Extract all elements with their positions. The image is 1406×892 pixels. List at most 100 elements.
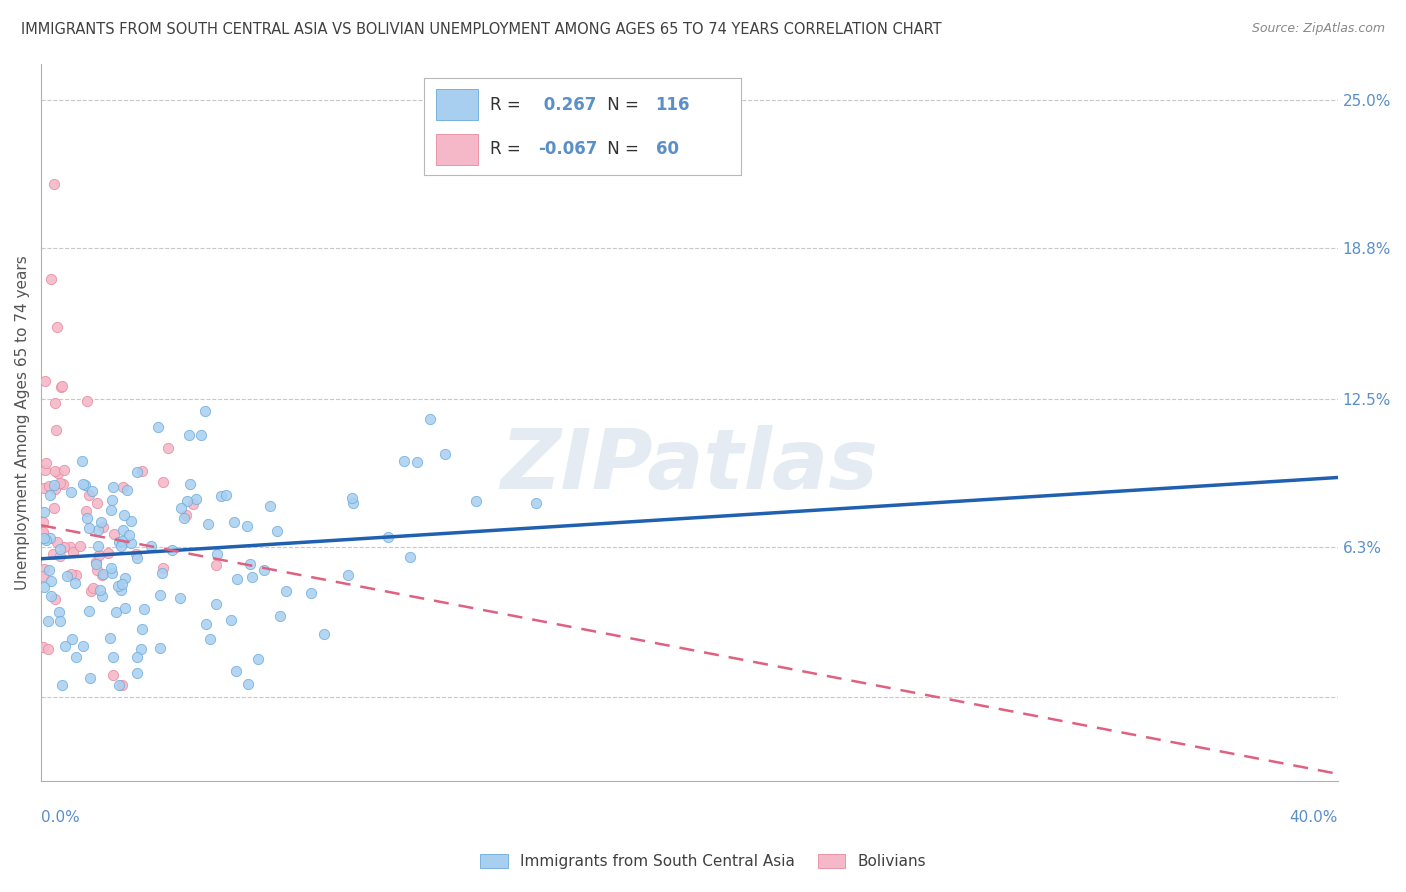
Point	[184, 491, 207, 506]
Point	[111, 523, 134, 537]
Point	[80, 584, 103, 599]
Point	[433, 447, 456, 461]
Point	[112, 508, 135, 522]
Point	[198, 632, 221, 646]
Point	[209, 489, 232, 503]
Point	[266, 524, 288, 538]
Point	[247, 651, 270, 665]
Point	[42, 547, 65, 561]
Point	[101, 493, 124, 508]
Point	[46, 320, 69, 334]
Point	[76, 394, 98, 409]
Point	[197, 516, 219, 531]
Point	[34, 463, 56, 477]
Point	[224, 515, 246, 529]
Point	[60, 632, 83, 647]
Point	[53, 639, 76, 653]
Point	[259, 499, 281, 513]
Point	[125, 666, 148, 681]
Point	[131, 464, 153, 478]
Point	[44, 482, 66, 496]
Point	[72, 639, 94, 653]
Point	[101, 668, 124, 682]
Point	[91, 567, 114, 582]
Point	[42, 478, 65, 492]
Point	[111, 678, 134, 692]
Point	[120, 514, 142, 528]
Point	[111, 480, 134, 494]
Point	[141, 540, 163, 554]
Point	[80, 484, 103, 499]
Point	[205, 548, 228, 562]
Point	[49, 380, 72, 394]
Point	[377, 530, 399, 544]
Point	[194, 617, 217, 632]
Point	[72, 476, 94, 491]
Point	[108, 678, 131, 692]
Point	[169, 500, 191, 515]
Point	[56, 568, 79, 582]
Point	[149, 588, 172, 602]
Point	[108, 535, 131, 549]
Point	[274, 583, 297, 598]
Point	[37, 642, 59, 657]
Point	[181, 497, 204, 511]
Point	[134, 602, 156, 616]
Point	[39, 272, 62, 286]
Point	[152, 475, 174, 489]
Text: 0.0%: 0.0%	[41, 810, 80, 825]
Point	[44, 500, 66, 515]
Point	[39, 488, 62, 502]
Point	[44, 592, 66, 607]
Point	[269, 609, 291, 624]
Y-axis label: Unemployment Among Ages 65 to 74 years: Unemployment Among Ages 65 to 74 years	[15, 255, 30, 590]
Point	[111, 576, 134, 591]
Point	[177, 428, 200, 442]
Point	[103, 527, 125, 541]
Point	[104, 605, 127, 619]
Point	[419, 412, 441, 426]
Point	[34, 562, 56, 576]
Point	[65, 649, 87, 664]
Point	[79, 672, 101, 686]
Point	[35, 533, 58, 548]
Point	[239, 557, 262, 571]
Point	[149, 641, 172, 656]
Point	[31, 527, 53, 541]
Point	[31, 568, 53, 582]
Point	[31, 515, 53, 529]
Point	[97, 546, 120, 560]
Point	[114, 571, 136, 585]
Point	[76, 511, 98, 525]
Point	[59, 566, 82, 581]
Point	[70, 454, 93, 468]
Point	[31, 525, 53, 540]
Point	[101, 566, 124, 581]
Point	[86, 524, 108, 538]
Point	[253, 563, 276, 577]
Point	[314, 626, 336, 640]
Point	[93, 520, 115, 534]
Point	[44, 423, 66, 437]
Point	[90, 568, 112, 582]
Point	[86, 555, 108, 569]
Point	[48, 605, 70, 619]
Point	[110, 582, 132, 597]
Point	[34, 505, 56, 519]
Point	[117, 483, 139, 497]
Point	[406, 455, 429, 469]
Point	[75, 504, 97, 518]
Point	[38, 479, 60, 493]
Point	[90, 590, 112, 604]
Point	[111, 534, 134, 549]
Point	[87, 539, 110, 553]
Point	[127, 551, 149, 566]
Point	[205, 597, 228, 611]
Point	[103, 650, 125, 665]
Point	[82, 581, 104, 595]
Point	[190, 427, 212, 442]
Point	[131, 642, 153, 657]
Point	[125, 547, 148, 561]
Point	[69, 540, 91, 554]
Point	[392, 454, 415, 468]
